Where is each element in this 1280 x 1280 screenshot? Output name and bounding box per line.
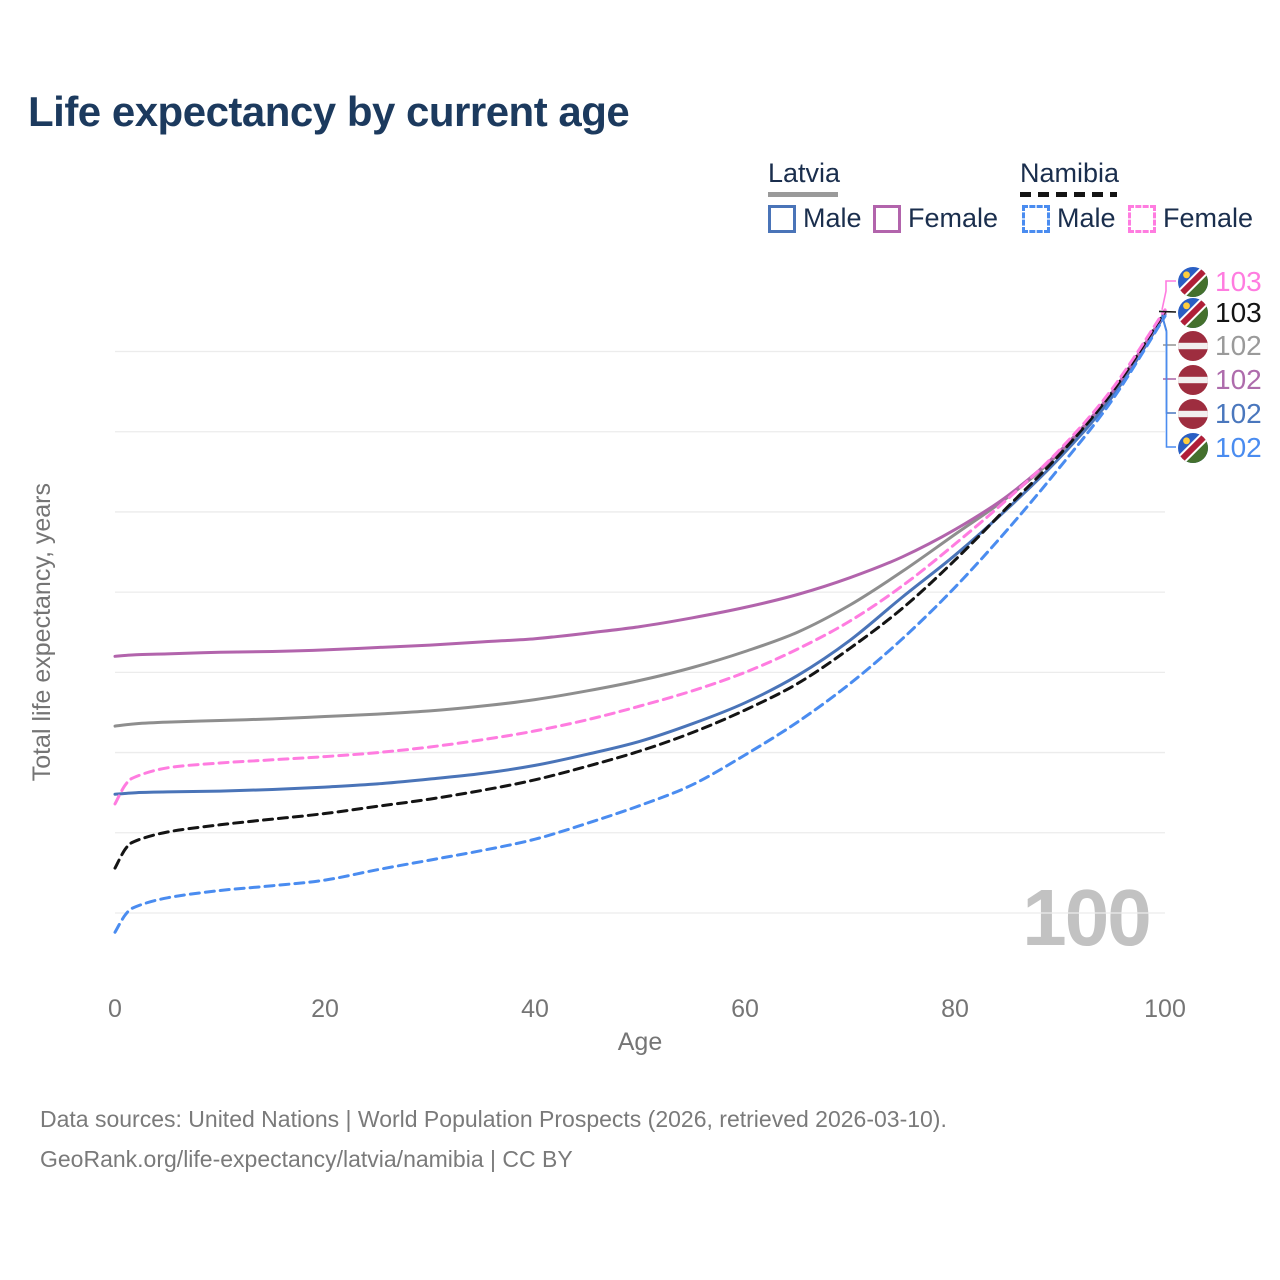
series-line-latvia-male (113, 313, 1167, 796)
series-line-namibia-male (113, 314, 1167, 934)
latvia-flag-icon (1178, 399, 1208, 429)
series-line-namibia (113, 309, 1167, 870)
legend-item-label: Male (1057, 203, 1116, 233)
series-lines (113, 308, 1167, 934)
end-value: 102 (1215, 432, 1262, 463)
legend-latvia-line-sample (768, 192, 838, 197)
end-value: 102 (1215, 398, 1262, 429)
series-line-namibia-female (113, 308, 1167, 806)
end-label-latvia-male: 102 (1178, 398, 1262, 430)
gridlines (115, 350, 1165, 914)
legend-item-latvia-female[interactable]: Female (873, 203, 998, 234)
x-tick-label: 60 (731, 995, 759, 1023)
end-label-latvia-female: 102 (1178, 364, 1262, 396)
end-label-namibia-female: 103 (1178, 266, 1262, 298)
x-tick-label: 0 (108, 995, 122, 1023)
footer-source-line: Data sources: United Nations | World Pop… (40, 1106, 947, 1132)
legend-item-label: Male (803, 203, 862, 233)
latvia-male-swatch (768, 204, 796, 233)
namibia-male-swatch (1022, 204, 1050, 233)
legend-group-latvia: Latvia (768, 158, 840, 197)
leader-line-namibia-female (1161, 280, 1176, 310)
footer-credit-line: GeoRank.org/life-expectancy/latvia/namib… (40, 1146, 573, 1172)
end-label-latvia: 102 (1178, 330, 1262, 362)
leader-line-latvia-male (1161, 314, 1176, 414)
legend-country-label: Namibia (1020, 158, 1120, 188)
legend-item-label: Female (1163, 203, 1254, 233)
leader-line-namibia (1158, 310, 1177, 313)
legend-item-namibia-male[interactable]: Male (1022, 203, 1116, 234)
end-value: 102 (1215, 330, 1262, 361)
namibia-flag-icon (1178, 298, 1208, 328)
x-tick-label: 80 (941, 995, 969, 1023)
namibia-flag-icon (1178, 267, 1208, 297)
series-line-latvia-female (113, 311, 1167, 658)
end-value: 103 (1215, 297, 1262, 328)
leader-lines (1158, 280, 1177, 448)
series-line-latvia (113, 311, 1167, 728)
y-axis-title: Total life expectancy, years (28, 482, 56, 782)
latvia-flag-icon (1178, 331, 1208, 361)
end-value: 102 (1215, 364, 1262, 395)
page-title: Life expectancy by current age (28, 88, 630, 135)
legend-country-label: Latvia (768, 158, 841, 188)
end-label-namibia: 103 (1178, 297, 1262, 329)
hover-age-watermark: 100 (1022, 873, 1151, 962)
legend-namibia-line-sample (1020, 192, 1117, 197)
legend-item-label: Female (908, 203, 999, 233)
x-tick-label: 20 (311, 995, 339, 1023)
x-tick-label: 100 (1144, 995, 1186, 1023)
end-value: 103 (1215, 266, 1262, 297)
namibia-female-swatch (1128, 204, 1156, 233)
x-axis-title: Age (617, 1028, 663, 1056)
latvia-flag-icon (1178, 365, 1208, 395)
legend-item-namibia-female[interactable]: Female (1128, 203, 1253, 234)
leader-line-namibia-male (1161, 315, 1176, 448)
end-label-namibia-male: 102 (1178, 432, 1262, 464)
x-tick-label: 40 (521, 995, 549, 1023)
legend-item-latvia-male[interactable]: Male (768, 203, 862, 234)
legend-group-namibia: Namibia (1020, 158, 1119, 197)
namibia-flag-icon (1178, 433, 1208, 463)
latvia-female-swatch (873, 204, 901, 233)
